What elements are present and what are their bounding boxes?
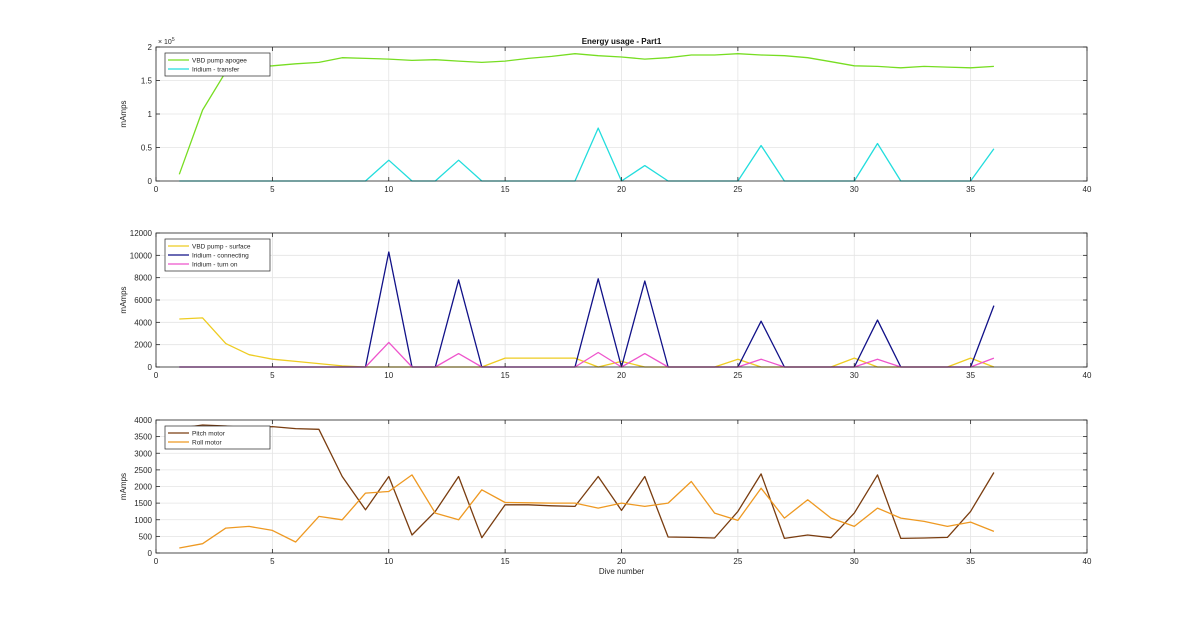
y-tick-label: 4000	[134, 416, 152, 425]
y-exponent-label: × 105	[158, 37, 175, 46]
x-tick-label: 10	[384, 185, 393, 194]
x-tick-label: 15	[501, 185, 510, 194]
x-tick-label: 30	[850, 185, 859, 194]
x-tick-label: 40	[1083, 371, 1092, 380]
y-tick-label: 2000	[134, 483, 152, 492]
x-axis-label: Dive number	[599, 567, 645, 576]
y-axis-label: mAmps	[119, 473, 128, 500]
chart-panel-1: 0 5 10 15 20 25 30 35 4000.511.52× 105 Energy usa…	[119, 37, 1092, 194]
legend: VBD pump apogee Iridium - transfer	[164, 52, 271, 77]
x-tick-label: 25	[733, 185, 742, 194]
series-line-1	[179, 424, 995, 540]
x-tick-label: 5	[270, 185, 275, 194]
x-tick-label: 20	[617, 371, 626, 380]
y-tick-label: 1.5	[141, 77, 153, 86]
y-tick-label: 0	[148, 363, 153, 372]
x-tick-label: 10	[384, 371, 393, 380]
chart-title: Energy usage - Part1	[582, 37, 662, 46]
y-tick-label: 1	[148, 110, 153, 119]
chart-panel-3: 0 5 10 15 20 25 30 35 40 0 500 1000 1500 2000 2500 3000…	[119, 416, 1092, 576]
y-tick-label: 0	[148, 549, 153, 558]
legend-box	[164, 425, 271, 450]
legend: VBD pump - surface Iridium - connecting Ir…	[164, 238, 271, 272]
exponent-power: 5	[172, 37, 175, 43]
x-tick-label: 35	[966, 557, 975, 566]
x-tick-label: 30	[850, 557, 859, 566]
x-tick-label: 10	[384, 557, 393, 566]
x-tick-label: 20	[617, 557, 626, 566]
y-tick-label: 10000	[130, 251, 153, 260]
x-tick-label: 15	[501, 371, 510, 380]
x-tick-label: 0	[154, 371, 159, 380]
x-tick-label: 15	[501, 557, 510, 566]
y-tick-label: 12000	[130, 229, 153, 238]
x-tick-label: 5	[270, 371, 275, 380]
y-tick-label: 2000	[134, 341, 152, 350]
series-line-1	[178, 53, 994, 175]
y-tick-label: 8000	[134, 274, 152, 283]
legend-box	[164, 52, 271, 77]
y-tick-label: 2500	[134, 466, 152, 475]
y-tick-label: 3500	[134, 433, 152, 442]
y-tick-label: 500	[139, 532, 153, 541]
series-line-2	[179, 474, 995, 549]
legend-entry: Roll motor	[192, 440, 222, 447]
x-tick-label: 40	[1083, 185, 1092, 194]
x-tick-label: 30	[850, 371, 859, 380]
chart-panel-2: 0 5 10 15 20 25 30 35 40 0 2000 4000 6000 8000 10000 12…	[119, 229, 1092, 380]
x-tick-label: 25	[733, 371, 742, 380]
legend-entry: Iridium - transfer	[192, 67, 240, 74]
y-tick-label: 0	[148, 177, 153, 186]
y-axis-label: mAmps	[119, 286, 128, 313]
legend-entry: VBD pump - surface	[192, 244, 251, 251]
exponent-base: × 10	[158, 39, 172, 46]
x-tick-label: 35	[966, 371, 975, 380]
legend-entry: Iridium - connecting	[192, 253, 249, 260]
x-tick-label: 35	[966, 185, 975, 194]
legend: Pitch motor Roll motor	[164, 425, 271, 450]
y-tick-label: 0.5	[141, 144, 153, 153]
legend-entry: Pitch motor	[192, 431, 226, 438]
y-tick-label: 2	[148, 43, 153, 52]
x-tick-label: 20	[617, 185, 626, 194]
x-tick-label: 0	[154, 185, 159, 194]
legend-entry: Iridium - turn on	[192, 262, 238, 269]
x-tick-label: 40	[1083, 557, 1092, 566]
y-axis-label: mAmps	[119, 100, 128, 127]
y-tick-label: 1000	[134, 516, 152, 525]
y-tick-label: 4000	[134, 318, 152, 327]
y-tick-label: 3000	[134, 449, 152, 458]
legend-entry: VBD pump apogee	[192, 58, 247, 65]
x-tick-label: 25	[733, 557, 742, 566]
x-tick-label: 5	[270, 557, 275, 566]
y-tick-label: 1500	[134, 499, 152, 508]
x-tick-label: 0	[154, 557, 159, 566]
y-tick-label: 6000	[134, 296, 152, 305]
